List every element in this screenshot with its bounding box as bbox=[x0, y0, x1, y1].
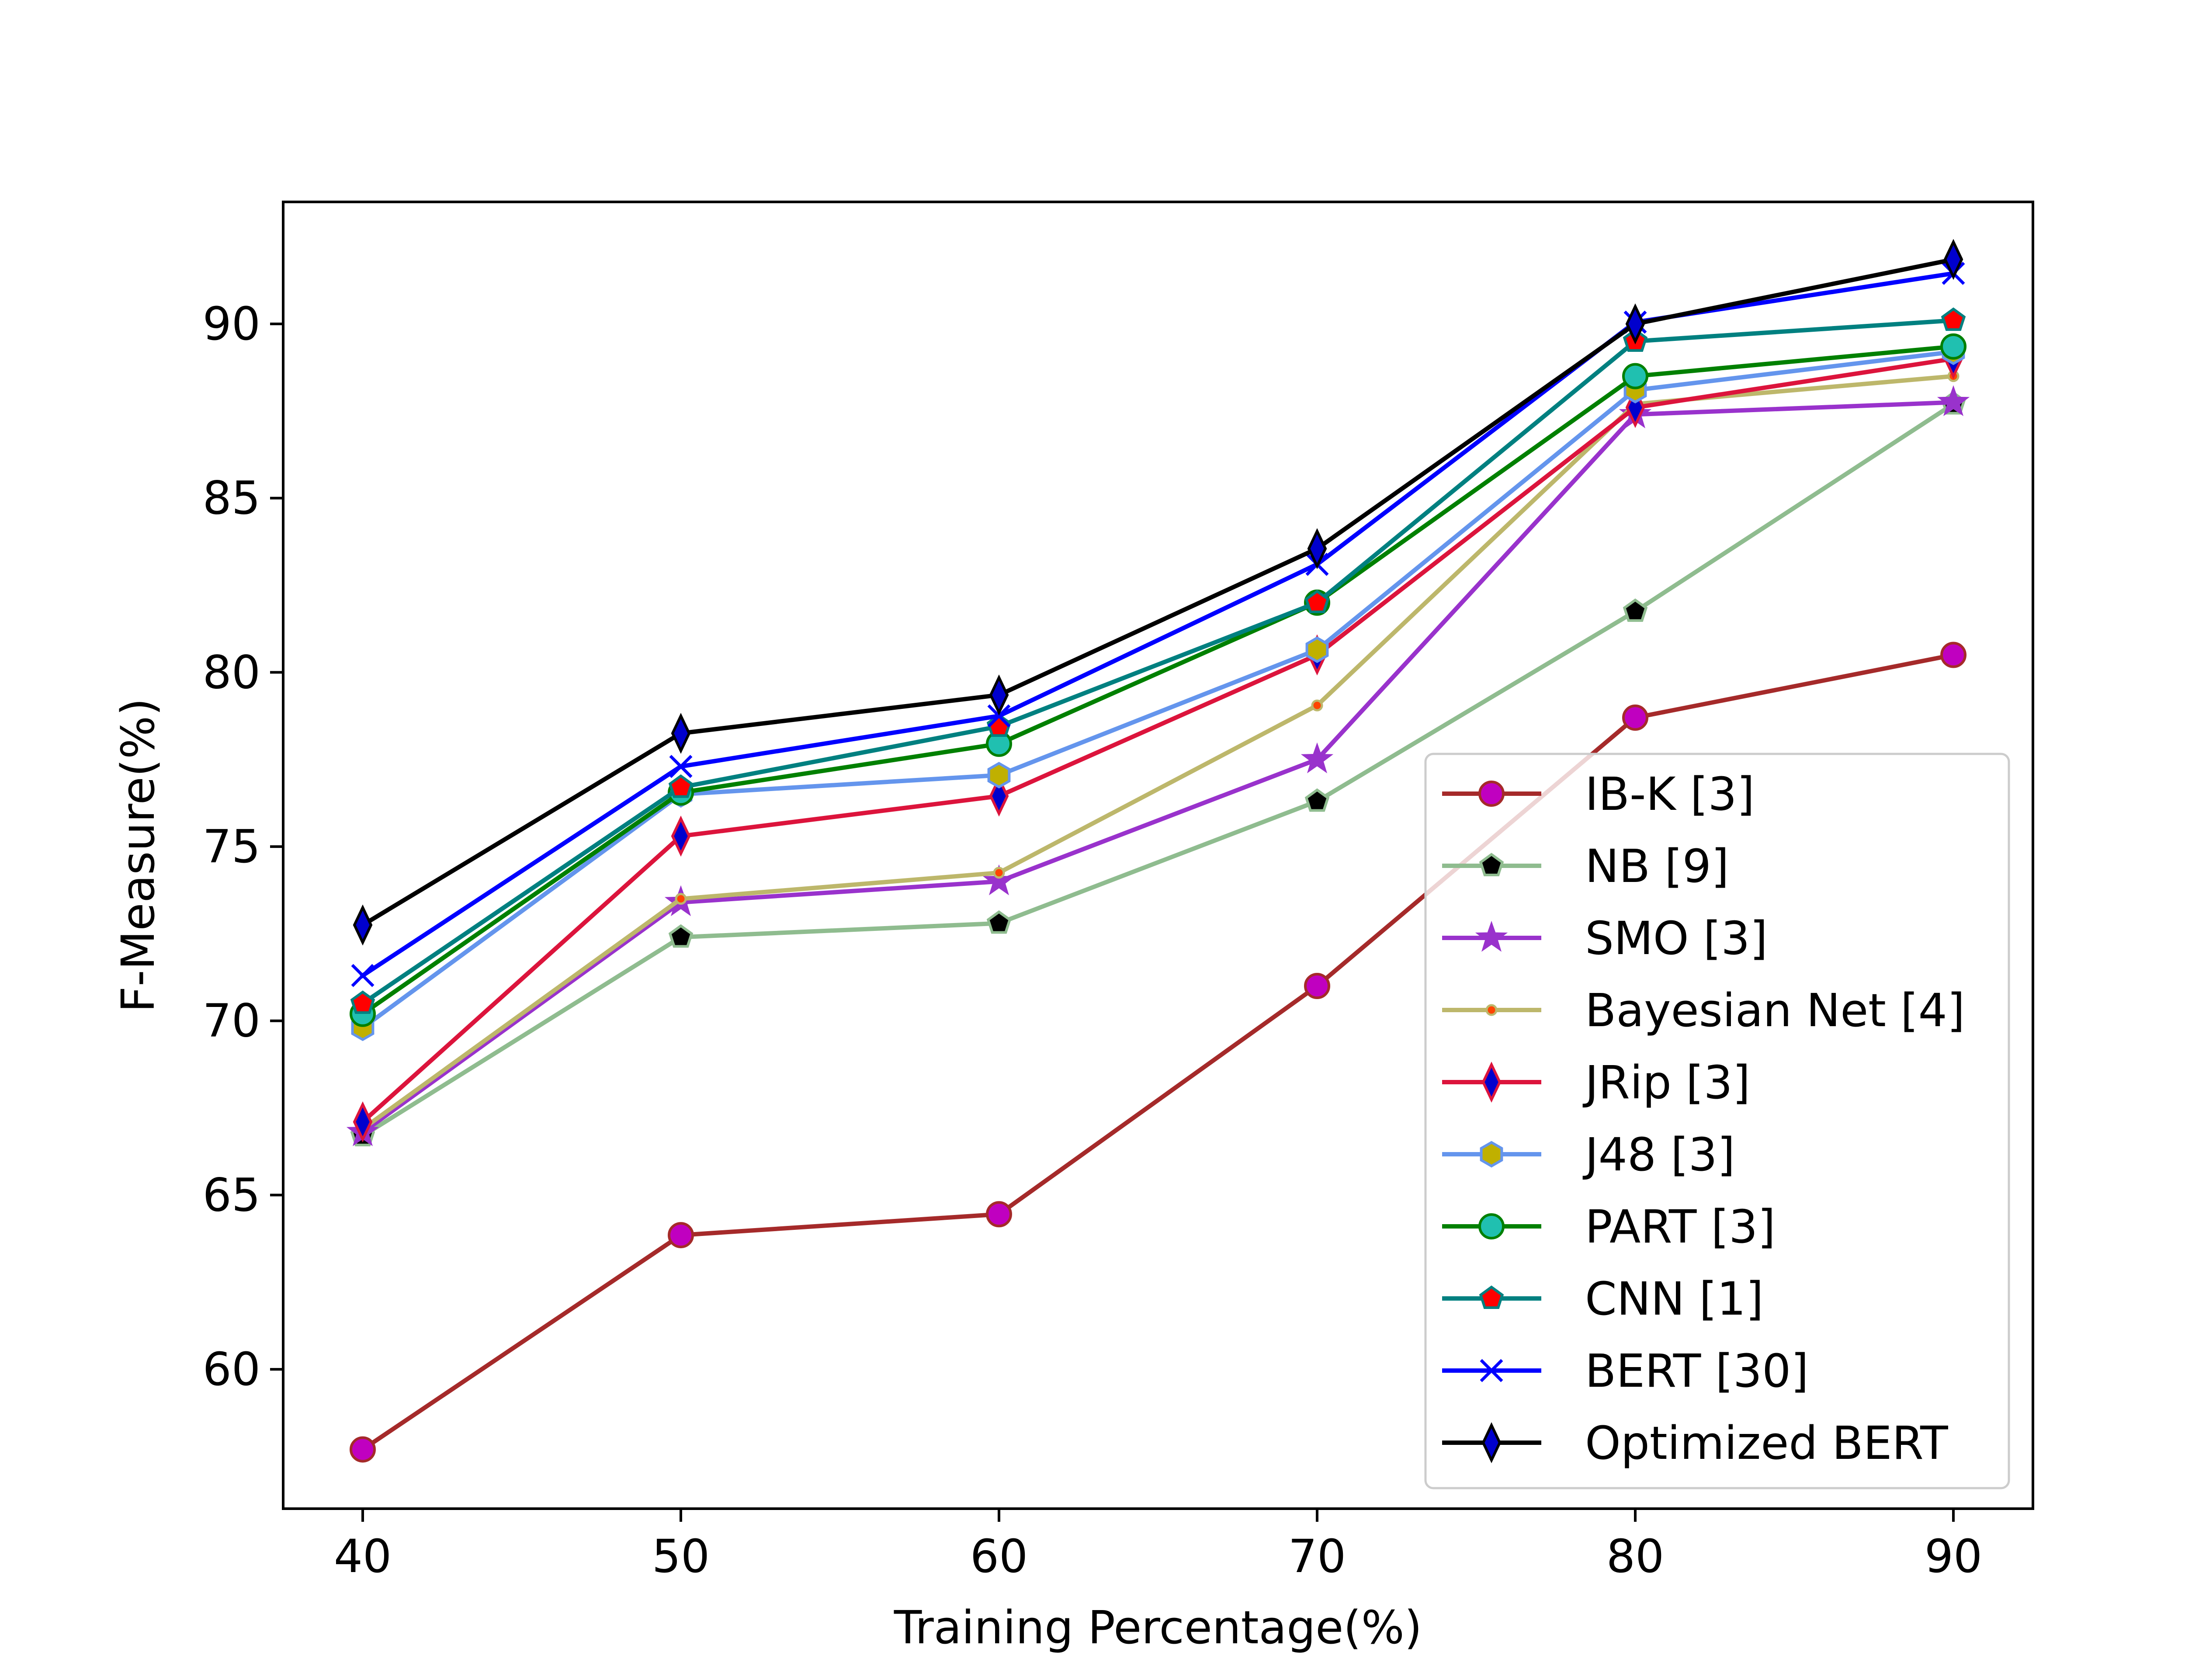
data-point-nb-9-80 bbox=[1624, 600, 1646, 621]
legend-label-part-3: PART [3] bbox=[1585, 1200, 1776, 1253]
y-tick-label-60: 60 bbox=[203, 1343, 260, 1396]
y-tick-label-75: 75 bbox=[203, 820, 260, 873]
data-point-ib-k-3-60 bbox=[987, 1202, 1011, 1226]
legend-marker-part-3 bbox=[1480, 1215, 1503, 1238]
y-tick-label-90: 90 bbox=[203, 297, 260, 351]
legend-label-bert-30: BERT [30] bbox=[1585, 1344, 1809, 1398]
data-point-ib-k-3-50 bbox=[669, 1223, 693, 1247]
data-point-ib-k-3-40 bbox=[351, 1437, 375, 1461]
data-point-j48-3-60 bbox=[989, 764, 1009, 787]
legend: IB-K [3] NB [9] SMO [3] Bayesian Net [4] JRi… bbox=[1425, 754, 2009, 1488]
data-point-part-3-90 bbox=[1942, 335, 1965, 358]
x-axis-label: Training Percentage(%) bbox=[894, 1601, 1422, 1654]
x-tick-label-40: 40 bbox=[334, 1530, 392, 1583]
data-point-bayesian-net-4-50 bbox=[676, 894, 686, 904]
legend-label-jrip-3: JRip [3] bbox=[1582, 1056, 1750, 1109]
x-tick-label-50: 50 bbox=[652, 1530, 710, 1583]
data-point-optimized-bert-50 bbox=[673, 716, 689, 751]
data-point-optimized-bert-40 bbox=[354, 907, 371, 942]
x-tick-label-80: 80 bbox=[1606, 1530, 1664, 1583]
data-point-cnn-1-50 bbox=[670, 776, 691, 797]
data-point-nb-9-50 bbox=[670, 926, 691, 946]
legend-label-ib-k-3: IB-K [3] bbox=[1585, 767, 1755, 821]
data-point-cnn-1-90 bbox=[1942, 309, 1964, 330]
legend-label-bayesian-net-4: Bayesian Net [4] bbox=[1585, 984, 1965, 1037]
legend-label-optimized-bert: Optimized BERT bbox=[1585, 1416, 1948, 1470]
data-point-ib-k-3-90 bbox=[1942, 643, 1965, 667]
data-point-cnn-1-40 bbox=[352, 992, 373, 1013]
x-tick-label-70: 70 bbox=[1288, 1530, 1346, 1583]
y-tick-label-70: 70 bbox=[203, 994, 260, 1048]
legend-marker-j48-3 bbox=[1481, 1142, 1502, 1166]
legend-marker-bayesian-net-4 bbox=[1487, 1005, 1496, 1015]
x-tick-label-90: 90 bbox=[1925, 1530, 1982, 1583]
data-point-bayesian-net-4-70 bbox=[1312, 701, 1322, 710]
legend-label-nb-9: NB [9] bbox=[1585, 840, 1729, 893]
legend-label-smo-3: SMO [3] bbox=[1585, 912, 1768, 965]
data-point-bert-30-40 bbox=[352, 965, 373, 986]
data-point-j48-3-70 bbox=[1307, 638, 1328, 662]
legend-label-cnn-1: CNN [1] bbox=[1585, 1272, 1764, 1326]
x-tick-label-60: 60 bbox=[970, 1530, 1028, 1583]
y-tick-label-80: 80 bbox=[203, 646, 260, 699]
y-tick-label-85: 85 bbox=[203, 472, 260, 525]
data-point-ib-k-3-80 bbox=[1623, 706, 1647, 729]
y-axis-label: F-Measure(%) bbox=[111, 698, 165, 1012]
y-tick-label-65: 65 bbox=[203, 1168, 260, 1222]
legend-label-j48-3: J48 [3] bbox=[1582, 1128, 1735, 1181]
data-point-nb-9-60 bbox=[988, 912, 1009, 933]
legend-marker-ib-k-3 bbox=[1480, 782, 1503, 805]
data-point-jrip-3-50 bbox=[673, 819, 689, 854]
data-point-nb-9-70 bbox=[1306, 790, 1328, 810]
data-point-optimized-bert-90 bbox=[1945, 242, 1962, 277]
y-axis-ticks: 60 65 70 75 80 85 90 bbox=[203, 297, 283, 1396]
data-point-optimized-bert-60 bbox=[991, 677, 1007, 712]
data-point-ib-k-3-70 bbox=[1305, 974, 1329, 998]
data-point-part-3-80 bbox=[1623, 364, 1647, 388]
x-axis-ticks: 40 50 60 70 80 90 bbox=[334, 1509, 1982, 1583]
data-point-bayesian-net-4-60 bbox=[994, 868, 1004, 878]
